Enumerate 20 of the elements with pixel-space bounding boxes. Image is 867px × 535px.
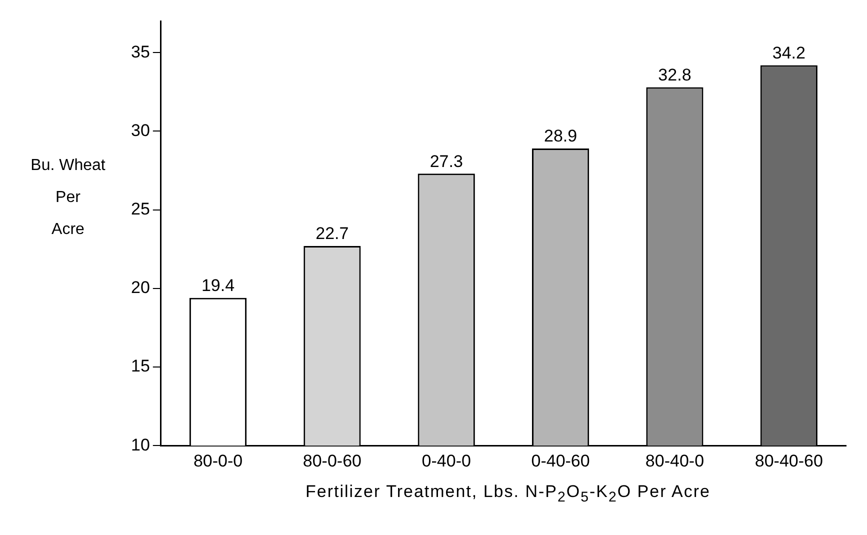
data-label: 22.7 xyxy=(316,224,349,244)
data-label: 32.8 xyxy=(658,65,692,84)
x-tick-label: 80-40-0 xyxy=(645,451,704,470)
y-tick-label: 15 xyxy=(130,356,150,376)
y-tick-label: 10 xyxy=(130,435,150,454)
x-tick-label: 80-0-60 xyxy=(302,451,362,470)
x-axis-title: Fertilizer Treatment, Lbs. N-P$_{2}$O$_{5}$-K$_{2}$O Per Acre xyxy=(304,482,712,506)
y-tick-label: 30 xyxy=(130,120,150,140)
x-tick-label: 80-0-0 xyxy=(193,451,243,470)
data-label: 19.4 xyxy=(201,276,235,296)
x-tick-label: 0-40-0 xyxy=(422,451,471,470)
y-tick-label: 25 xyxy=(130,200,150,219)
y-axis-title: Bu. Wheat Per Acre xyxy=(30,156,106,240)
data-label: 27.3 xyxy=(430,152,463,171)
y-tick-label: 35 xyxy=(130,42,150,62)
y-tick-label: 20 xyxy=(130,278,150,298)
x-tick-label: 0-40-60 xyxy=(531,451,590,470)
data-label: 34.2 xyxy=(772,43,806,62)
x-tick-label: 80-40-60 xyxy=(754,451,823,470)
data-label: 28.9 xyxy=(544,126,578,146)
